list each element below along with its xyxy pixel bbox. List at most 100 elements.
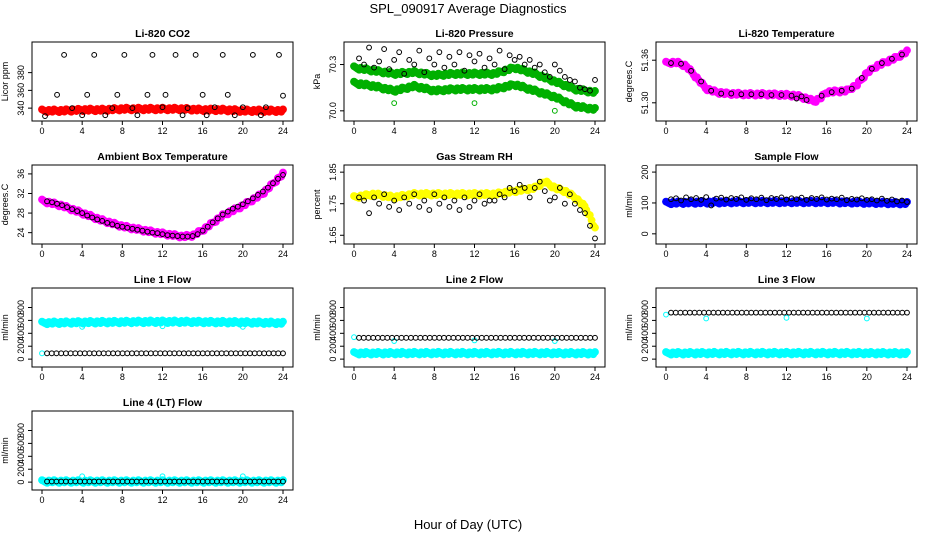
x-tick-label: 4: [80, 495, 85, 505]
panel-0: Li-820 CO2 Licor ppm 0 4 8 12 16 20 24 340 360 380: [0, 28, 294, 136]
x-tick-label: 16: [510, 249, 520, 259]
point: [261, 350, 268, 357]
point: [133, 350, 140, 357]
point: [219, 51, 226, 58]
point: [44, 350, 50, 357]
point: [556, 185, 563, 191]
point: [239, 323, 246, 330]
x-tick-label: 8: [432, 249, 437, 259]
point: [129, 350, 135, 357]
point: [501, 194, 508, 201]
point: [384, 334, 391, 341]
point: [838, 87, 845, 94]
point: [688, 67, 695, 74]
point: [753, 309, 759, 316]
x-tick-label: 24: [902, 372, 912, 382]
point: [159, 473, 166, 480]
point: [214, 350, 220, 357]
point: [861, 309, 868, 316]
x-tick-label: 4: [392, 249, 397, 259]
point: [162, 350, 168, 357]
point: [868, 65, 875, 72]
y-tick-label: 200: [16, 462, 26, 477]
point: [672, 309, 679, 316]
x-tick-label: 24: [590, 372, 600, 382]
panel-title: Line 1 Flow: [134, 274, 192, 286]
point: [203, 112, 210, 119]
point: [144, 91, 151, 98]
x-tick-label: 12: [157, 495, 167, 505]
point: [69, 105, 76, 112]
point: [249, 51, 256, 58]
y-axis-label: kPa: [312, 74, 322, 90]
point: [776, 309, 783, 316]
point: [790, 309, 797, 316]
point: [677, 309, 684, 316]
y-tick-label: 32: [16, 188, 26, 198]
point: [356, 194, 362, 201]
point: [592, 334, 598, 341]
point: [401, 70, 408, 77]
point: [209, 219, 216, 226]
y-tick-label: 400: [16, 449, 26, 464]
point: [422, 334, 428, 341]
point: [701, 309, 707, 316]
panel-2: Li-820 Temperature degrees.C 0 4 8 12 16 20 24 51…: [624, 28, 918, 136]
series-3-0: [38, 168, 287, 242]
point: [370, 334, 377, 341]
x-tick-label: 12: [157, 249, 167, 259]
point: [91, 350, 98, 357]
y-tick-label: 600: [16, 436, 26, 451]
point: [743, 196, 750, 203]
point: [546, 73, 553, 80]
point: [497, 334, 504, 341]
point: [531, 185, 538, 191]
point: [209, 350, 216, 357]
point: [280, 350, 286, 357]
point: [376, 58, 383, 65]
point: [81, 350, 88, 357]
x-tick-label: 8: [120, 495, 125, 505]
point: [162, 91, 169, 98]
x-tick-label: 4: [392, 372, 397, 382]
x-tick-label: 0: [663, 372, 668, 382]
x-tick-label: 20: [238, 372, 248, 382]
point: [559, 334, 565, 341]
point: [663, 311, 669, 318]
point: [254, 192, 261, 198]
y-tick-label: 1.85: [328, 163, 338, 181]
point: [376, 200, 383, 207]
x-tick-label: 24: [590, 249, 600, 259]
x-tick-label: 16: [822, 249, 832, 259]
point: [541, 188, 548, 194]
y-tick-label: 800: [328, 300, 338, 315]
point: [239, 473, 246, 480]
point: [94, 216, 101, 223]
x-tick-label: 20: [238, 249, 248, 259]
point: [406, 200, 413, 207]
point: [431, 61, 438, 68]
series-8-0: [662, 347, 911, 359]
series-4-0: [350, 177, 599, 232]
point: [852, 309, 858, 316]
point: [847, 309, 854, 316]
point: [478, 334, 485, 341]
point: [172, 51, 179, 58]
point: [239, 201, 246, 208]
point: [356, 55, 362, 62]
series-9-2: [44, 478, 286, 485]
point: [279, 317, 287, 326]
point: [798, 194, 805, 201]
panel-title: Line 3 Flow: [758, 274, 816, 286]
point: [521, 61, 528, 68]
point: [105, 350, 112, 357]
point: [431, 191, 438, 198]
x-tick-label: 12: [469, 249, 479, 259]
point: [501, 66, 508, 73]
point: [239, 104, 246, 111]
x-tick-label: 12: [781, 372, 791, 382]
x-tick-label: 0: [663, 126, 668, 136]
point: [506, 185, 513, 191]
point: [242, 350, 249, 357]
point: [265, 350, 272, 357]
